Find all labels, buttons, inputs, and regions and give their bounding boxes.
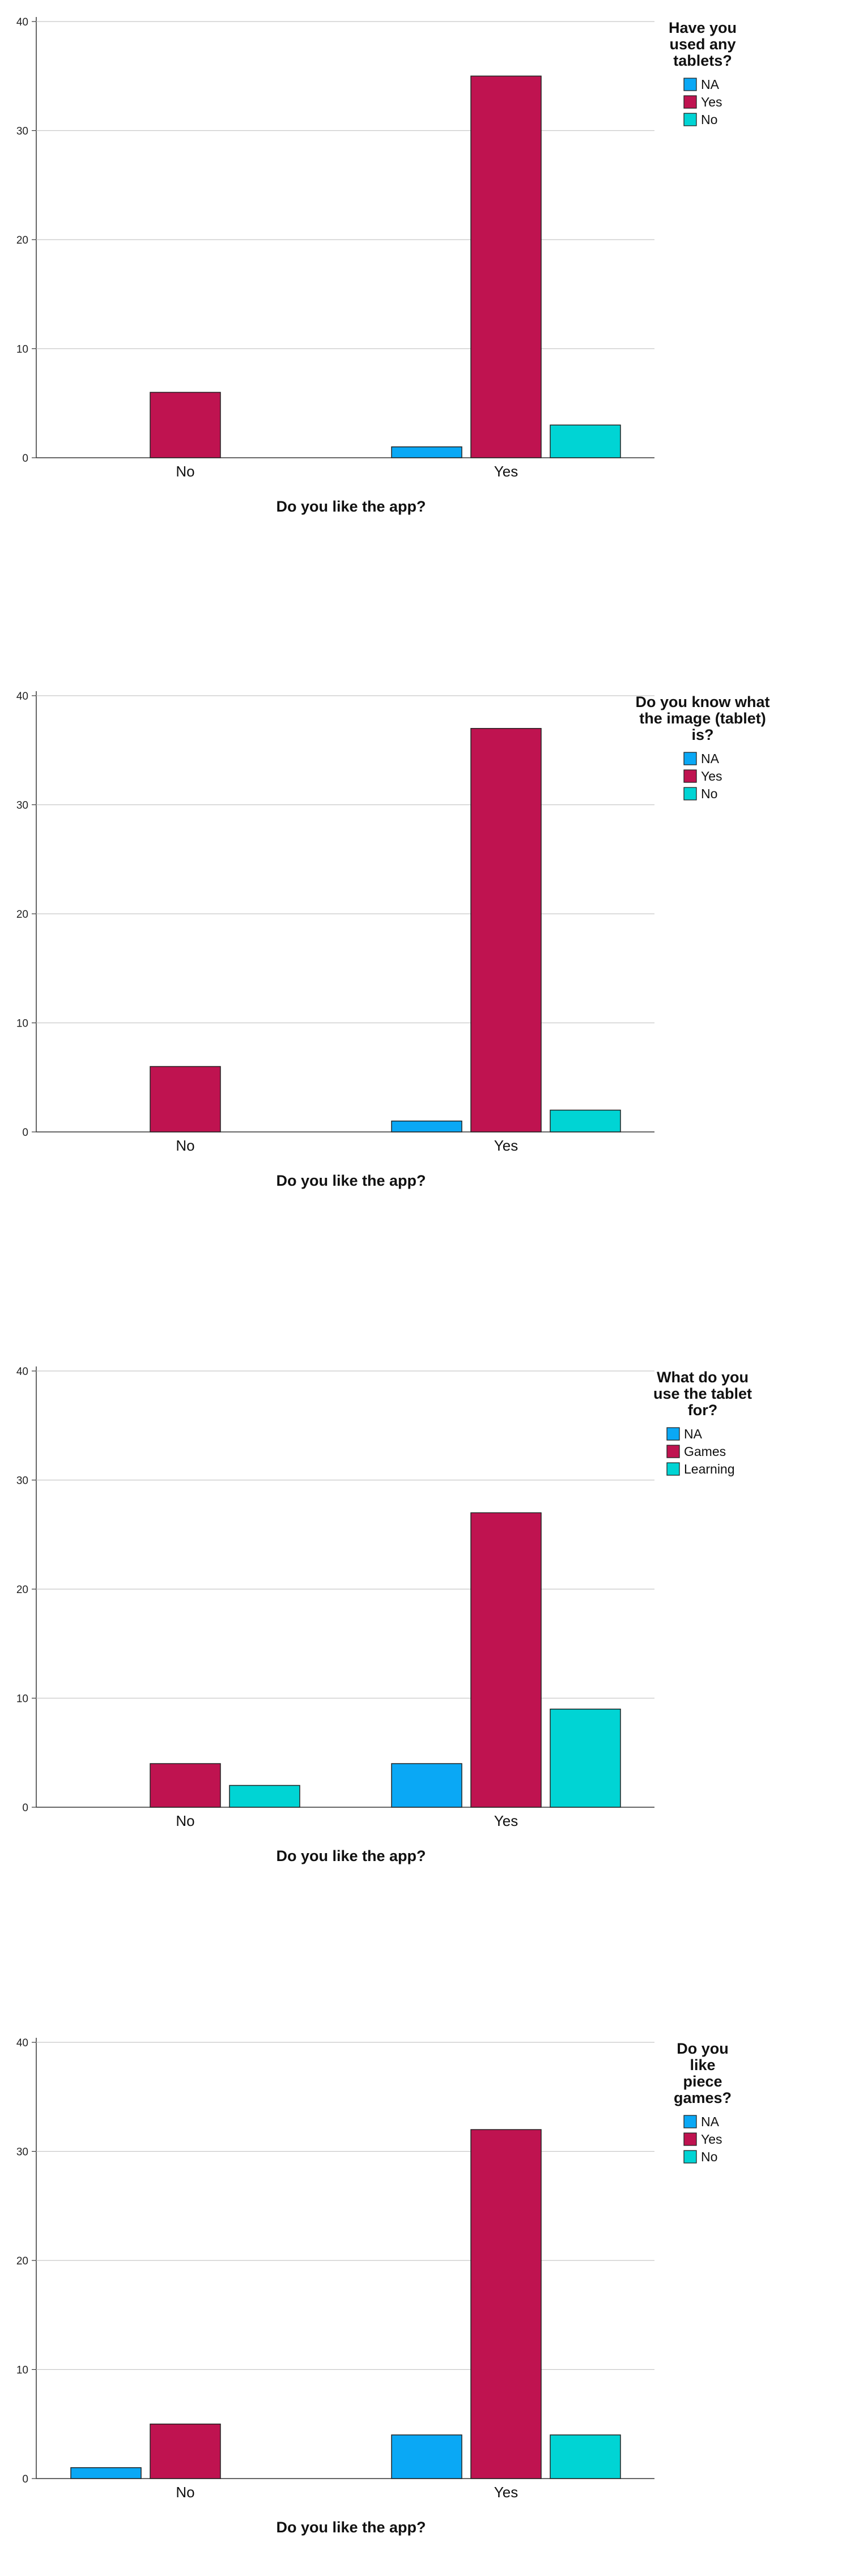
legend-label: No: [701, 2149, 717, 2164]
legend-item-no: No: [683, 2149, 717, 2164]
legend-title: Do you like piece games?: [674, 2040, 732, 2106]
y-tick-label: 40: [16, 2037, 28, 2049]
y-tick-label: 0: [22, 2473, 28, 2485]
legend-item-no: No: [683, 112, 717, 127]
legend-item-learning: Learning: [666, 1462, 735, 1476]
y-tick-label: 40: [16, 16, 28, 28]
y-tick-label: 10: [16, 1693, 28, 1705]
y-tick-label: 30: [16, 2147, 28, 2158]
legend-item-yes: Yes: [683, 95, 722, 109]
y-tick-label: 30: [16, 1475, 28, 1487]
bar-no-yes: [150, 1066, 221, 1132]
y-tick-label: 30: [16, 126, 28, 138]
legend-label: NA: [684, 1427, 703, 1441]
bar-no-yes: [150, 391, 221, 458]
y-tick-label: 30: [16, 800, 28, 812]
legend-swatch: [683, 95, 697, 109]
bar-yes-yes: [470, 2129, 542, 2479]
legend-label: No: [701, 786, 717, 801]
bar-no-learning: [229, 1785, 300, 1808]
chart-panel-2: 0 10 20 30 40 No Yes Do you like the app? Do you…: [16, 691, 770, 1189]
y-tick-label: 10: [16, 1018, 28, 1030]
legend-title: Have you used any tablets?: [669, 19, 737, 69]
legend-label: NA: [701, 77, 720, 92]
legend-label: Yes: [701, 769, 722, 784]
bar-yes-learning: [550, 1709, 621, 1808]
y-tick-label: 10: [16, 344, 28, 356]
bar-no-na: [70, 2467, 142, 2479]
x-tick-label: No: [176, 2484, 194, 2501]
legend-label: Learning: [684, 1462, 735, 1476]
bar-yes-no: [550, 2434, 621, 2479]
chart-panel-4: 0 10 20 30 40 No Yes Do you like the app? Do you…: [16, 2037, 732, 2536]
legend-title: What do you use the tablet for?: [653, 1369, 752, 1419]
bar-yes-games: [470, 1512, 542, 1808]
legend-label: Yes: [701, 2132, 722, 2147]
legend-swatch: [666, 1445, 680, 1458]
x-axis-title: Do you like the app?: [276, 1172, 426, 1189]
x-tick-label: No: [176, 463, 194, 480]
legend-swatch: [683, 769, 697, 783]
legend-label: Yes: [701, 95, 722, 109]
legend-label: Games: [684, 1444, 726, 1459]
y-tick-label: 20: [16, 2255, 28, 2267]
chart-panel-3: 0 10 20 30 40 No Yes Do you like the app? What d…: [16, 1366, 752, 1864]
y-tick-label: 0: [22, 453, 28, 465]
legend-swatch: [683, 2132, 697, 2146]
legend-item-na: NA: [683, 2114, 720, 2129]
legend-swatch: [683, 787, 697, 801]
y-tick-label: 40: [16, 691, 28, 702]
y-tick-label: 20: [16, 1584, 28, 1596]
legend-label: NA: [701, 2114, 720, 2129]
legend-label: NA: [701, 751, 720, 766]
legend-title: Do you know what the image (tablet) is?: [635, 693, 770, 743]
x-tick-label: Yes: [494, 463, 518, 480]
y-tick-label: 10: [16, 2365, 28, 2377]
legend-swatch: [683, 2150, 697, 2164]
legend-item-games: Games: [666, 1444, 726, 1459]
bar-yes-yes: [470, 728, 542, 1132]
chart-panel-1: 0 10 20 30 40 No Yes Do you like the app? Have y…: [16, 16, 737, 515]
y-tick-label: 20: [16, 235, 28, 246]
x-tick-label: No: [176, 1137, 194, 1154]
x-tick-label: Yes: [494, 1137, 518, 1154]
legend-item-na: NA: [683, 751, 720, 766]
x-tick-label: Yes: [494, 2484, 518, 2501]
y-tick-label: 40: [16, 1366, 28, 1378]
bar-yes-na: [391, 446, 462, 458]
bar-yes-no: [550, 424, 621, 458]
bar-yes-na: [391, 1121, 462, 1132]
y-tick-label: 20: [16, 909, 28, 921]
bar-yes-na: [391, 2434, 462, 2479]
legend-swatch: [666, 1427, 680, 1441]
bar-yes-yes: [470, 75, 542, 458]
legend-item-na: NA: [666, 1427, 703, 1441]
legend-item-yes: Yes: [683, 769, 722, 784]
y-tick-label: 0: [22, 1127, 28, 1139]
bar-no-games: [150, 1763, 221, 1808]
y-tick-label: 0: [22, 1802, 28, 1814]
x-axis-title: Do you like the app?: [276, 1847, 426, 1864]
x-axis-title: Do you like the app?: [276, 2519, 426, 2536]
bar-yes-na: [391, 1763, 462, 1808]
x-tick-label: No: [176, 1812, 194, 1829]
legend-swatch: [683, 78, 697, 91]
legend-label: No: [701, 112, 717, 127]
legend-item-yes: Yes: [683, 2132, 722, 2147]
legend-swatch: [666, 1462, 680, 1476]
legend-swatch: [683, 752, 697, 765]
legend-item-no: No: [683, 786, 717, 801]
legend-swatch: [683, 113, 697, 126]
legend-item-na: NA: [683, 77, 720, 92]
legend-swatch: [683, 2115, 697, 2128]
bar-yes-no: [550, 1109, 621, 1132]
bar-no-yes: [150, 2424, 221, 2479]
x-axis-title: Do you like the app?: [276, 498, 426, 515]
x-tick-label: Yes: [494, 1812, 518, 1829]
